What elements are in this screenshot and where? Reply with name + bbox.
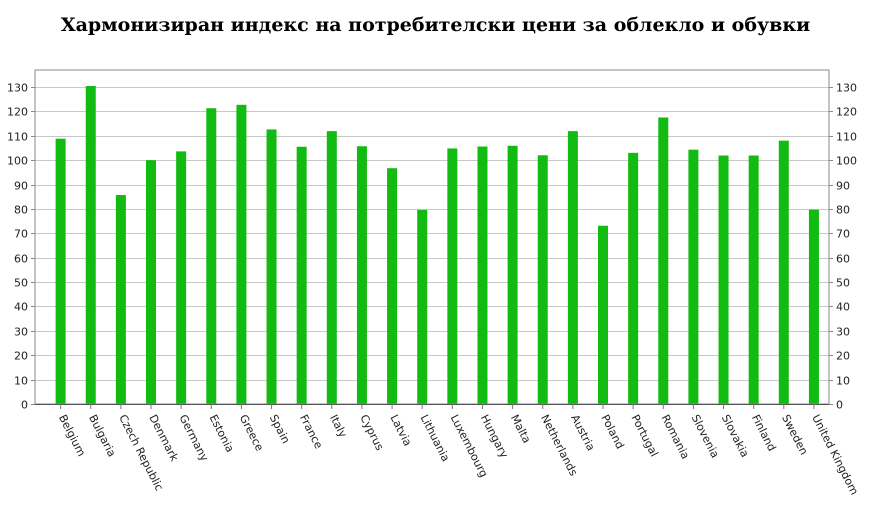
category-label: Slovenia (689, 412, 722, 460)
bar (718, 155, 729, 404)
category-label: Bulgaria (86, 412, 118, 459)
y-tick-label-left: 40 (14, 301, 28, 314)
y-tick-label-left: 120 (7, 106, 28, 119)
chart-title: Хармонизиран индекс на потребителски цен… (60, 14, 811, 36)
bar (266, 129, 277, 404)
bar (356, 146, 367, 404)
bar (326, 131, 337, 404)
y-tick-label-right: 50 (836, 277, 850, 290)
bar (658, 117, 669, 404)
category-label: Denmark (146, 412, 181, 464)
category-label: Cyprus (357, 412, 386, 452)
bar (387, 168, 398, 404)
bar (55, 138, 66, 405)
category-label: Romania (659, 412, 692, 461)
y-tick-label-right: 60 (836, 253, 850, 266)
category-label: Belgium (56, 412, 88, 458)
category-label: Latvia (387, 412, 414, 448)
y-tick-label-left: 10 (14, 375, 28, 388)
category-label: Austria (568, 412, 597, 453)
category-label: Malta (508, 412, 533, 445)
y-tick-label-left: 60 (14, 253, 28, 266)
y-tick-label-right: 120 (836, 106, 857, 119)
category-label: Spain (267, 412, 293, 445)
bar (748, 155, 759, 404)
axes (31, 69, 833, 409)
y-tick-label-right: 40 (836, 301, 850, 314)
category-label: France (297, 412, 325, 451)
bar (236, 104, 247, 404)
category-label: Hungary (478, 412, 511, 460)
y-tick-label-left: 30 (14, 326, 28, 339)
bar (778, 140, 789, 404)
bar (417, 209, 428, 404)
y-tick-label-right: 30 (836, 326, 850, 339)
bar (176, 151, 187, 404)
y-tick-label-right: 80 (836, 204, 850, 217)
bar (567, 131, 578, 404)
bar (808, 209, 819, 404)
y-tick-label-left: 0 (21, 399, 28, 412)
bar (537, 155, 548, 404)
y-tick-label-left: 50 (14, 277, 28, 290)
category-label: Slovakia (719, 412, 752, 459)
bar (598, 225, 609, 404)
bar (447, 148, 458, 404)
category-label: United Kingdom (809, 412, 861, 497)
y-tick-label-left: 20 (14, 350, 28, 363)
y-tick-label-left: 130 (7, 82, 28, 95)
bar (477, 146, 488, 404)
y-tick-label-left: 100 (7, 155, 28, 168)
category-label: Poland (598, 412, 626, 451)
bar (688, 149, 699, 404)
y-tick-label-right: 130 (836, 82, 857, 95)
category-label: Lithuania (418, 412, 453, 463)
y-tick-label-right: 0 (836, 399, 843, 412)
category-label: Greece (237, 412, 266, 453)
bars (55, 86, 819, 405)
category-label: Estonia (207, 412, 237, 454)
y-tick-label-right: 110 (836, 131, 857, 144)
y-tick-label-left: 110 (7, 131, 28, 144)
bar (146, 160, 157, 404)
category-label: Sweden (779, 412, 810, 457)
bar (296, 146, 307, 404)
category-label: Portugal (628, 412, 660, 458)
bar (85, 86, 96, 405)
y-tick-label-left: 90 (14, 180, 28, 193)
category-label: Italy (327, 412, 350, 440)
y-tick-label-right: 100 (836, 155, 857, 168)
y-tick-label-left: 80 (14, 204, 28, 217)
tick-labels: 0 0 10 10 20 20 30 30 40 40 50 50 60 60 70 70 80 80 90 90 10… (7, 82, 857, 412)
y-tick-label-right: 10 (836, 375, 850, 388)
y-tick-label-right: 90 (836, 180, 850, 193)
bar (507, 145, 518, 405)
y-tick-label-left: 70 (14, 228, 28, 241)
category-label: Finland (749, 412, 778, 453)
category-label: Germany (176, 412, 211, 463)
y-tick-label-right: 70 (836, 228, 850, 241)
bar (628, 152, 639, 404)
bar (206, 108, 217, 405)
y-tick-label-right: 20 (836, 350, 850, 363)
bar (115, 195, 126, 404)
